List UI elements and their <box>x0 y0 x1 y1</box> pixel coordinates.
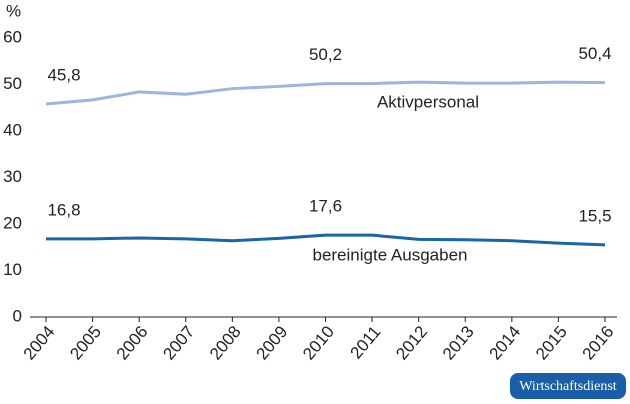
y-tick-label: 60 <box>3 27 22 46</box>
y-tick-label: 10 <box>3 260 22 279</box>
y-axis-label: % <box>6 1 21 20</box>
y-tick-label: 30 <box>3 167 22 186</box>
value-label: 17,6 <box>309 197 342 216</box>
value-label: 50,2 <box>309 45 342 64</box>
x-tick-label: 2004 <box>20 322 59 363</box>
x-tick-label: 2010 <box>299 322 338 363</box>
y-tick-label: 50 <box>3 74 22 93</box>
x-tick-label: 2006 <box>113 322 152 363</box>
x-tick-label: 2011 <box>347 322 385 362</box>
y-tick-label: 0 <box>13 306 22 325</box>
series-label: Aktivpersonal <box>377 92 479 111</box>
value-label: 45,8 <box>47 66 80 85</box>
x-tick-label: 2014 <box>485 322 524 363</box>
badge: Wirtschaftsdienst <box>519 379 617 394</box>
value-label: 15,5 <box>578 206 611 225</box>
x-tick-label: 2009 <box>253 322 292 363</box>
x-tick-label: 2016 <box>579 322 618 363</box>
series-label: bereinigte Ausgaben <box>312 245 467 264</box>
line <box>46 233 606 247</box>
x-tick-label: 2007 <box>159 322 198 363</box>
line <box>45 80 606 106</box>
x-tick-label: 2015 <box>532 322 571 363</box>
x-tick-label: 2012 <box>392 322 431 363</box>
value-label: 50,4 <box>578 44 611 63</box>
x-tick-label: 2005 <box>66 322 105 363</box>
badge-background <box>510 373 626 399</box>
value-label: 16,8 <box>47 200 80 219</box>
x-tick-label: 2008 <box>206 322 245 363</box>
x-tick-label: 2013 <box>439 322 478 363</box>
y-tick-label: 40 <box>3 120 22 139</box>
y-tick-label: 20 <box>3 213 22 232</box>
